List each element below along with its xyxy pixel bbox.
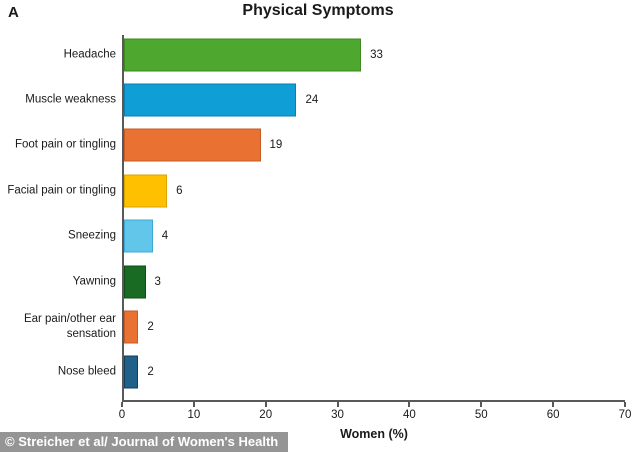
category-label: Sneezing xyxy=(68,229,116,242)
x-tick-mark xyxy=(121,402,123,407)
category-label: Headache xyxy=(63,48,116,61)
bar-value-label: 24 xyxy=(305,93,319,106)
category-label: Foot pain or tingling xyxy=(14,138,116,151)
bar xyxy=(124,128,261,162)
category-label: Ear pain/other ear sensation xyxy=(23,312,116,340)
category-label: Yawning xyxy=(72,275,116,288)
bar xyxy=(124,174,168,208)
x-tick-mark xyxy=(264,402,267,407)
panel-label: A xyxy=(8,4,19,21)
bar-value-label: 4 xyxy=(161,230,169,243)
bar xyxy=(124,355,139,389)
category-label: Facial pain or tingling xyxy=(7,184,116,197)
plot-area xyxy=(122,35,625,402)
bar xyxy=(124,265,146,298)
category-label: Nose bleed xyxy=(57,365,116,378)
x-tick-label: 50 xyxy=(474,409,488,421)
bar-value-label: 19 xyxy=(269,139,283,152)
bar-value-label: 2 xyxy=(147,366,154,379)
x-tick-mark xyxy=(552,402,555,407)
x-tick-mark xyxy=(624,402,626,407)
chart-title: Physical Symptoms xyxy=(242,2,394,19)
x-tick-mark xyxy=(192,402,195,407)
bar-value-label: 33 xyxy=(370,48,383,61)
x-tick-label: 20 xyxy=(259,409,273,421)
x-tick-label: 40 xyxy=(403,409,416,421)
bar xyxy=(124,219,153,253)
x-tick-mark xyxy=(408,402,411,407)
bar xyxy=(124,83,297,117)
bar-value-label: 3 xyxy=(154,275,161,288)
x-tick-label: 70 xyxy=(618,409,632,421)
source-credit: © Streicher et al/ Journal of Women's He… xyxy=(0,432,289,452)
bar-value-label: 2 xyxy=(147,320,154,333)
bar xyxy=(124,310,139,344)
bar-value-label: 6 xyxy=(176,184,183,197)
x-tick-label: 60 xyxy=(546,409,560,421)
x-tick-label: 10 xyxy=(187,409,201,421)
category-label: Muscle weakness xyxy=(25,93,116,106)
x-tick-mark xyxy=(480,402,483,407)
bar xyxy=(124,38,362,71)
x-tick-mark xyxy=(336,402,339,407)
x-tick-label: 0 xyxy=(118,409,126,421)
x-tick-label: 30 xyxy=(331,409,344,421)
x-axis-title: Women (%) xyxy=(340,427,408,441)
